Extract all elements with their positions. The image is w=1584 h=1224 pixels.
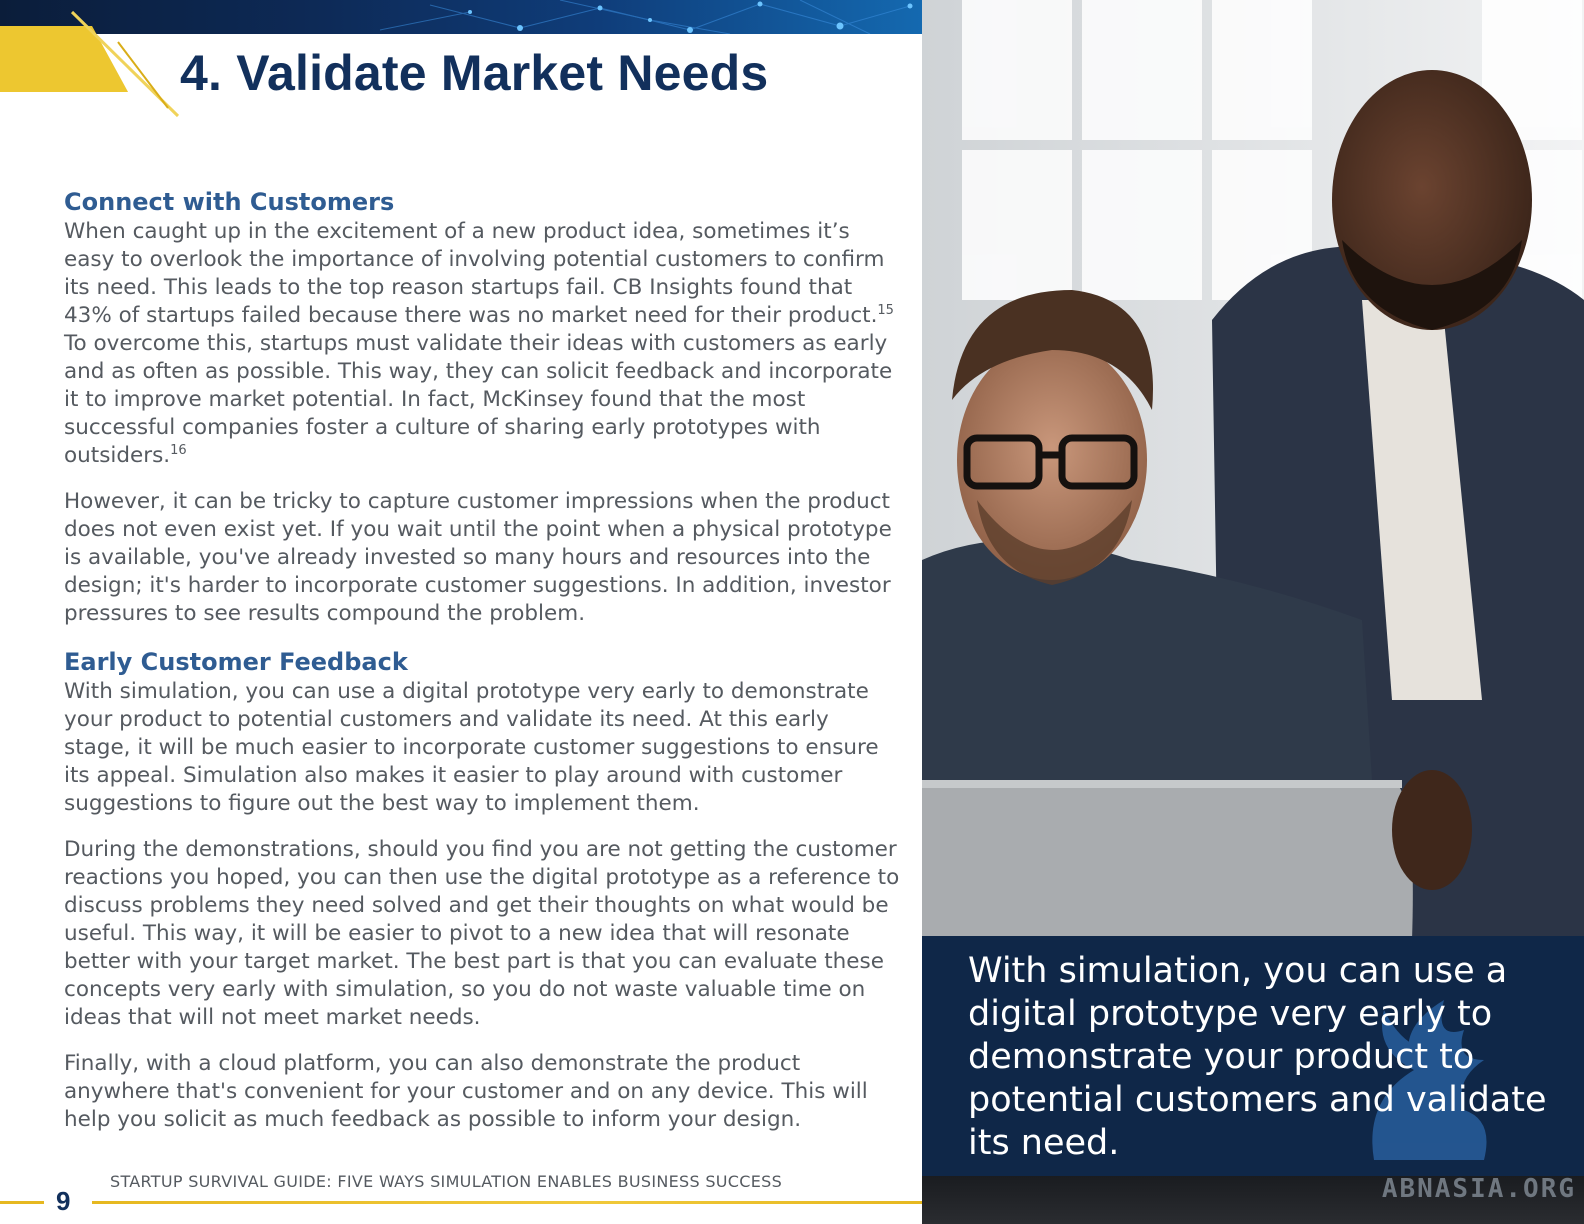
photo-panel: With simulation, you can use a digital p… [922, 0, 1584, 1224]
page-number: 9 [56, 1186, 71, 1216]
section-paragraph: Finally, with a cloud platform, you can … [64, 1051, 868, 1132]
section-heading-connect: Connect with Customers [64, 188, 395, 216]
callout-quote: With simulation, you can use a digital p… [968, 951, 1547, 1163]
section-paragraph: However, it can be tricky to capture cus… [64, 489, 892, 626]
header-banner [0, 0, 922, 34]
footer-title: STARTUP SURVIVAL GUIDE: FIVE WAYS SIMULA… [110, 1172, 783, 1191]
photo-bottom-strip [922, 1176, 1584, 1224]
section-heading-feedback: Early Customer Feedback [64, 648, 408, 676]
page-title: 4. Validate Market Needs [180, 45, 769, 101]
griffin-logo-icon [1372, 1000, 1487, 1160]
footnote-ref[interactable]: 16 [170, 442, 187, 458]
footer-divider [92, 1201, 922, 1204]
watermark-text: ABNASIA.ORG [1381, 1174, 1576, 1204]
footer-divider [0, 1201, 44, 1204]
footnote-ref[interactable]: 15 [877, 302, 894, 318]
two-men-at-laptop-photo [922, 0, 1584, 940]
gold-accent-shape [0, 10, 180, 118]
main-content: Connect with Customers When caught up in… [64, 186, 900, 1134]
paragraph-text: When caught up in the excitement of a ne… [64, 219, 885, 328]
network-pattern-icon [379, 0, 913, 34]
paragraph-text: To overcome this, startups must validate… [64, 331, 893, 468]
section-paragraph: With simulation, you can use a digital p… [64, 679, 879, 816]
section-paragraph: During the demonstrations, should you fi… [64, 837, 900, 1030]
section-paragraph: When caught up in the excitement of a ne… [64, 218, 900, 470]
